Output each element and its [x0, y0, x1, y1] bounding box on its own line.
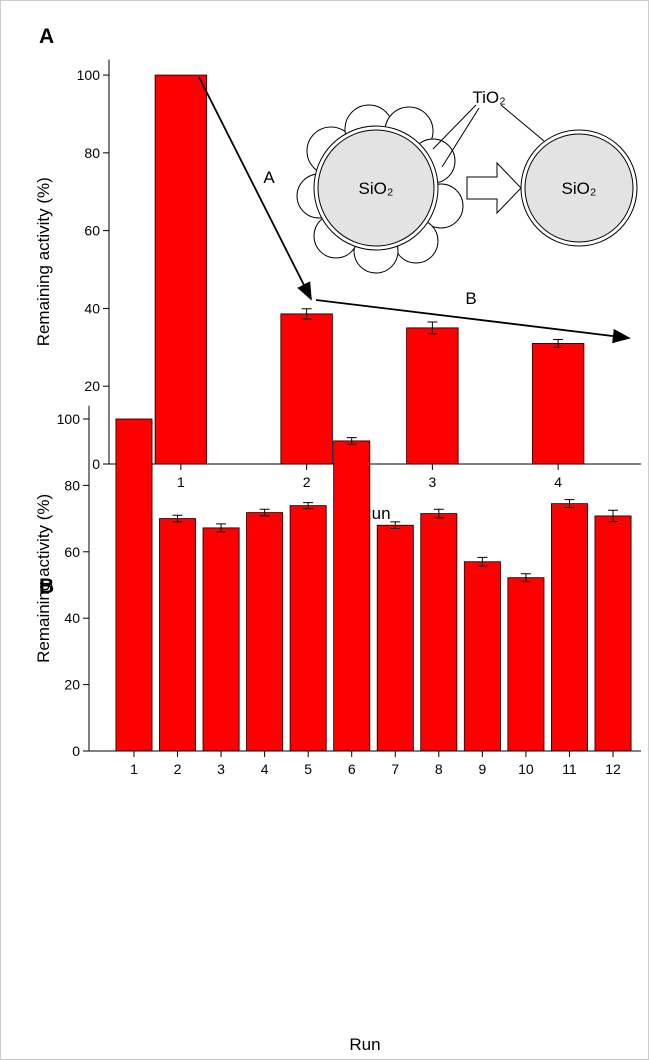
x-tick-label: 2 [174, 761, 182, 777]
error-bar [303, 502, 314, 510]
y-tick-label: 80 [64, 477, 80, 493]
y-tick-label: 0 [72, 743, 80, 759]
bar [289, 505, 327, 752]
y-axis-title: Remaining activity (%) [34, 177, 53, 346]
y-tick-label: 60 [84, 223, 100, 239]
error-bar [564, 499, 575, 509]
bar [406, 327, 459, 465]
error-bar [520, 573, 531, 583]
x-tick-label: 1 [130, 761, 138, 777]
x-tick-label: 7 [391, 761, 399, 777]
diagram [198, 76, 638, 344]
bar [280, 313, 333, 465]
bar [333, 440, 371, 752]
y-tick-label: 20 [84, 378, 100, 394]
panel-label: B [39, 575, 54, 598]
bar [594, 515, 632, 752]
annotation: TiO₂ [472, 88, 505, 107]
bar [154, 74, 208, 465]
bar [507, 577, 545, 752]
annotation: A [263, 168, 275, 187]
error-bar [216, 523, 227, 533]
bar [463, 561, 501, 752]
y-tick-label: 40 [64, 610, 80, 626]
bar [115, 418, 153, 752]
y-tick-label: 80 [84, 145, 100, 161]
panel-label: A [39, 25, 54, 48]
x-tick-label: 11 [562, 761, 577, 777]
x-tick-label: 3 [217, 761, 225, 777]
bar [159, 518, 196, 752]
x-tick-label: 4 [261, 761, 269, 777]
x-tick-label: 10 [518, 761, 534, 777]
bar [420, 513, 458, 752]
x-tick-label: 1 [177, 474, 185, 490]
error-bar [427, 321, 438, 335]
error-bar [301, 308, 312, 320]
error-bar [477, 556, 488, 567]
error-bar [259, 508, 270, 517]
x-tick-label: 9 [478, 761, 486, 777]
error-bar [608, 509, 619, 523]
bar [531, 343, 585, 465]
y-tick-label: 100 [57, 411, 81, 427]
bar [246, 512, 284, 752]
x-tick-label: 3 [428, 474, 436, 490]
y-tick-label: 20 [64, 677, 80, 693]
x-tick-label: 2 [303, 474, 311, 490]
error-bar [553, 339, 564, 348]
bar [551, 503, 588, 752]
bar [376, 524, 414, 752]
annotation: B [465, 289, 476, 308]
x-tick-label: 12 [605, 761, 621, 777]
y-tick-label: 60 [64, 544, 80, 560]
error-bar [433, 508, 444, 519]
y-axis-title: Remaining activity (%) [34, 494, 53, 663]
x-tick-label: 5 [304, 761, 312, 777]
bar [202, 527, 240, 752]
x-tick-label: 4 [554, 474, 562, 490]
annotation: SiO₂ [359, 179, 394, 198]
y-tick-label: 40 [84, 300, 100, 316]
error-bar [390, 521, 401, 530]
y-tick-label: 0 [92, 456, 100, 472]
x-tick-label: 6 [348, 761, 356, 777]
annotation: SiO₂ [562, 179, 597, 198]
error-bar [172, 514, 183, 523]
error-bar [346, 437, 357, 445]
y-tick-label: 100 [77, 67, 101, 83]
x-tick-label: 8 [435, 761, 443, 777]
x-axis-title: Run [349, 1035, 380, 1054]
